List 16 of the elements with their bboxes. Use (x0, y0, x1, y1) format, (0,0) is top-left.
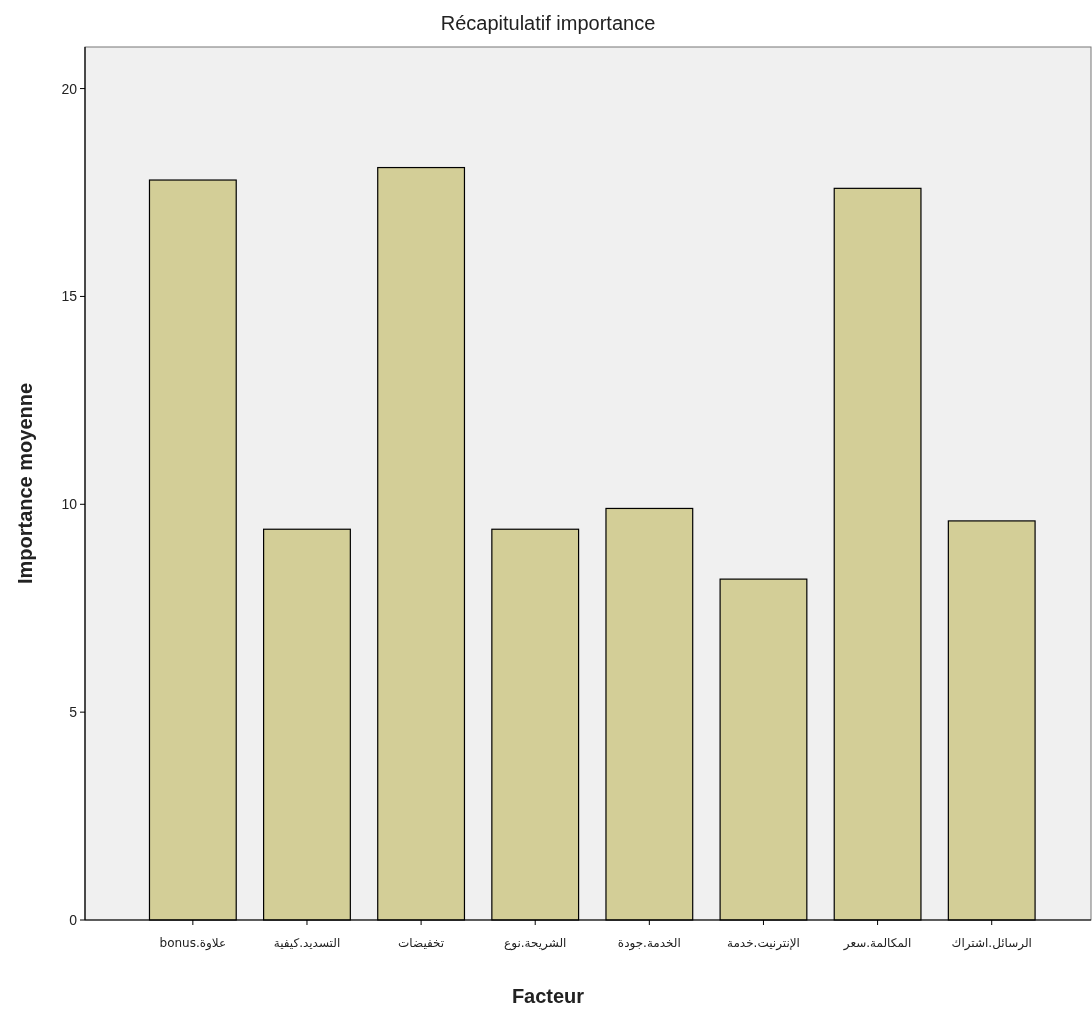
x-tick-label: الإنترنيت.خدمة (727, 936, 800, 951)
y-axis-title: Importance moyenne (14, 382, 36, 585)
chart-title: Récapitulatif importance (440, 12, 656, 34)
x-tick-label: bonus.علاوة (159, 936, 227, 951)
x-tick-label: تخفيضات (398, 936, 445, 950)
y-tick-label: 10 (61, 496, 78, 513)
x-axis-title: Facteur (511, 985, 585, 1007)
x-tick-label: التسديد.كيفية (273, 936, 341, 950)
y-tick-label: 0 (69, 912, 78, 928)
y-tick-label: 20 (61, 80, 78, 97)
x-tick-label: الخدمة.جودة (617, 936, 681, 951)
y-tick-label: 5 (69, 704, 78, 721)
x-tick-label: الرسائل.اشتراك (951, 936, 1032, 951)
x-tick-label: الشريحة.نوع (504, 936, 567, 951)
y-tick-label: 15 (61, 288, 78, 305)
x-tick-label: المكالمة.سعر (842, 936, 912, 951)
